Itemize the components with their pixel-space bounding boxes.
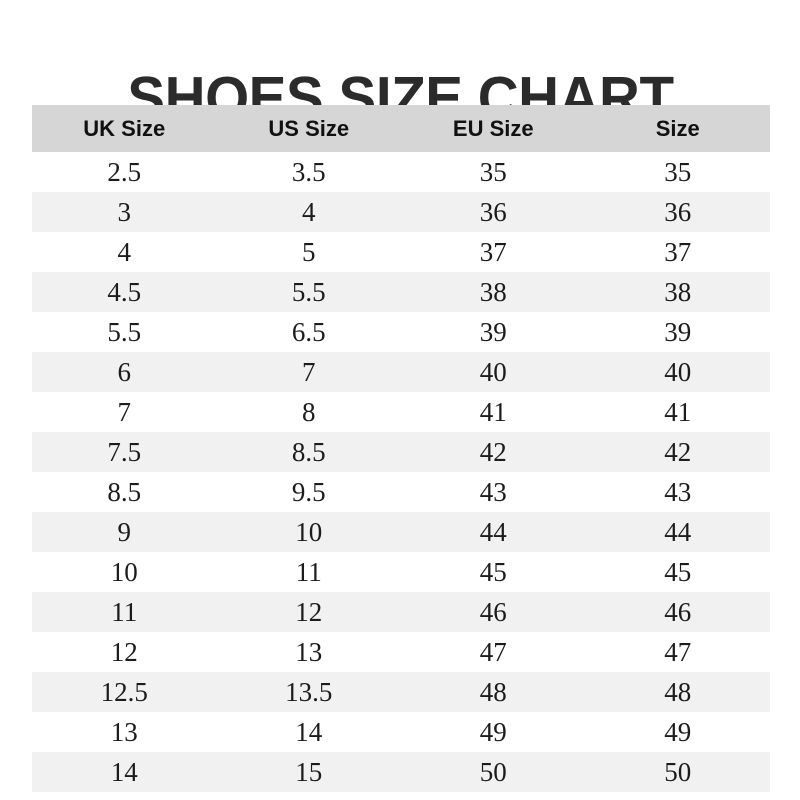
cell-size: 40	[585, 352, 770, 392]
cell-us: 3.5	[216, 152, 401, 192]
cell-eu: 46	[401, 592, 586, 632]
cell-eu: 44	[401, 512, 586, 552]
table-row: 4.5 5.5 38 38	[32, 272, 770, 312]
cell-us: 12	[216, 592, 401, 632]
table-row: 7.5 8.5 42 42	[32, 432, 770, 472]
cell-uk: 12.5	[32, 672, 217, 712]
cell-size: 47	[585, 632, 770, 672]
cell-eu: 39	[401, 312, 586, 352]
cell-eu: 42	[401, 432, 586, 472]
cell-size: 38	[585, 272, 770, 312]
table-row: 10 11 45 45	[32, 552, 770, 592]
cell-size: 42	[585, 432, 770, 472]
cell-us: 9.5	[216, 472, 401, 512]
cell-eu: 41	[401, 392, 586, 432]
cell-size: 35	[585, 152, 770, 192]
column-header-uk-size: UK Size	[32, 105, 217, 152]
cell-uk: 2.5	[32, 152, 217, 192]
cell-size: 46	[585, 592, 770, 632]
cell-size: 37	[585, 232, 770, 272]
cell-us: 6.5	[216, 312, 401, 352]
cell-eu: 37	[401, 232, 586, 272]
cell-us: 15	[216, 752, 401, 792]
cell-eu: 43	[401, 472, 586, 512]
cell-eu: 40	[401, 352, 586, 392]
table-row: 2.5 3.5 35 35	[32, 152, 770, 192]
table-row: 4 5 37 37	[32, 232, 770, 272]
cell-uk: 11	[32, 592, 217, 632]
cell-size: 45	[585, 552, 770, 592]
table-row: 9 10 44 44	[32, 512, 770, 552]
table-row: 13 14 49 49	[32, 712, 770, 752]
shoe-size-table: UK Size US Size EU Size Size 2.5 3.5 35 35 3…	[32, 105, 770, 792]
cell-us: 8.5	[216, 432, 401, 472]
table-row: 6 7 40 40	[32, 352, 770, 392]
table-header-row: UK Size US Size EU Size Size	[32, 105, 770, 152]
cell-size: 41	[585, 392, 770, 432]
table-header: UK Size US Size EU Size Size	[32, 105, 770, 152]
cell-us: 10	[216, 512, 401, 552]
cell-uk: 14	[32, 752, 217, 792]
cell-uk: 6	[32, 352, 217, 392]
column-header-eu-size: EU Size	[401, 105, 586, 152]
cell-us: 5	[216, 232, 401, 272]
cell-us: 8	[216, 392, 401, 432]
cell-us: 13	[216, 632, 401, 672]
cell-eu: 35	[401, 152, 586, 192]
cell-uk: 13	[32, 712, 217, 752]
cell-uk: 4	[32, 232, 217, 272]
cell-size: 36	[585, 192, 770, 232]
table-row: 11 12 46 46	[32, 592, 770, 632]
cell-us: 5.5	[216, 272, 401, 312]
table-row: 8.5 9.5 43 43	[32, 472, 770, 512]
cell-us: 11	[216, 552, 401, 592]
cell-eu: 38	[401, 272, 586, 312]
cell-us: 4	[216, 192, 401, 232]
cell-us: 14	[216, 712, 401, 752]
cell-size: 49	[585, 712, 770, 752]
column-header-size: Size	[585, 105, 770, 152]
cell-us: 7	[216, 352, 401, 392]
cell-uk: 12	[32, 632, 217, 672]
cell-size: 48	[585, 672, 770, 712]
table-row: 7 8 41 41	[32, 392, 770, 432]
cell-uk: 7	[32, 392, 217, 432]
table-row: 14 15 50 50	[32, 752, 770, 792]
cell-size: 44	[585, 512, 770, 552]
cell-uk: 10	[32, 552, 217, 592]
table-row: 12 13 47 47	[32, 632, 770, 672]
table-body: 2.5 3.5 35 35 3 4 36 36 4 5 37 37 4.5 5.5 38 38 5.5 6.5 39…	[32, 152, 770, 792]
table-row: 5.5 6.5 39 39	[32, 312, 770, 352]
cell-eu: 45	[401, 552, 586, 592]
cell-uk: 7.5	[32, 432, 217, 472]
table-row: 3 4 36 36	[32, 192, 770, 232]
column-header-us-size: US Size	[216, 105, 401, 152]
cell-uk: 8.5	[32, 472, 217, 512]
cell-eu: 36	[401, 192, 586, 232]
cell-size: 43	[585, 472, 770, 512]
cell-eu: 47	[401, 632, 586, 672]
table-row: 12.5 13.5 48 48	[32, 672, 770, 712]
cell-uk: 5.5	[32, 312, 217, 352]
cell-us: 13.5	[216, 672, 401, 712]
cell-size: 50	[585, 752, 770, 792]
cell-size: 39	[585, 312, 770, 352]
cell-uk: 3	[32, 192, 217, 232]
cell-uk: 4.5	[32, 272, 217, 312]
cell-eu: 48	[401, 672, 586, 712]
cell-eu: 49	[401, 712, 586, 752]
cell-eu: 50	[401, 752, 586, 792]
cell-uk: 9	[32, 512, 217, 552]
